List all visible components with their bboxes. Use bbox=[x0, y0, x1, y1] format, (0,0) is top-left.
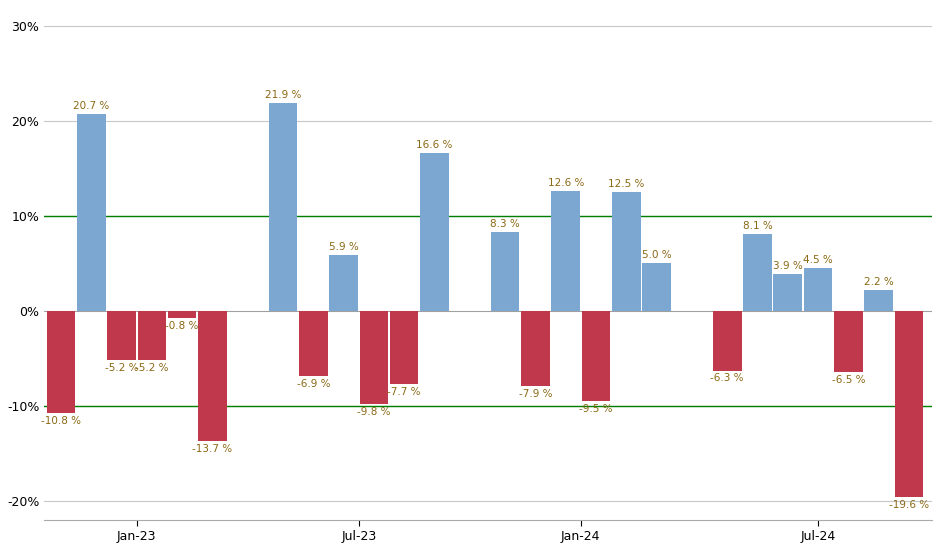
Bar bbox=[521, 311, 550, 386]
Bar bbox=[198, 311, 227, 441]
Text: -6.9 %: -6.9 % bbox=[297, 379, 330, 389]
Bar bbox=[420, 153, 448, 311]
Text: 8.3 %: 8.3 % bbox=[491, 219, 520, 229]
Bar bbox=[552, 191, 580, 311]
Text: 8.1 %: 8.1 % bbox=[743, 221, 773, 231]
Text: 20.7 %: 20.7 % bbox=[73, 101, 109, 112]
Bar bbox=[299, 311, 328, 376]
Text: 5.9 %: 5.9 % bbox=[329, 242, 358, 252]
Bar bbox=[390, 311, 418, 384]
Text: 12.6 %: 12.6 % bbox=[547, 178, 584, 188]
Text: -9.5 %: -9.5 % bbox=[579, 404, 613, 414]
Text: -19.6 %: -19.6 % bbox=[889, 500, 929, 510]
Bar bbox=[744, 234, 772, 311]
Text: -0.8 %: -0.8 % bbox=[165, 321, 199, 331]
Bar bbox=[582, 311, 610, 401]
Text: 16.6 %: 16.6 % bbox=[416, 140, 453, 150]
Text: -9.8 %: -9.8 % bbox=[357, 406, 391, 417]
Bar bbox=[168, 311, 196, 318]
Bar bbox=[269, 103, 297, 311]
Bar bbox=[360, 311, 388, 404]
Text: 3.9 %: 3.9 % bbox=[773, 261, 803, 271]
Bar bbox=[77, 114, 105, 311]
Bar bbox=[713, 311, 742, 371]
Bar bbox=[137, 311, 166, 360]
Bar bbox=[774, 274, 802, 311]
Text: -5.2 %: -5.2 % bbox=[135, 363, 168, 373]
Bar bbox=[864, 290, 893, 311]
Text: 4.5 %: 4.5 % bbox=[803, 255, 833, 265]
Bar bbox=[642, 263, 671, 311]
Text: -10.8 %: -10.8 % bbox=[41, 416, 81, 426]
Bar bbox=[491, 232, 520, 311]
Text: -13.7 %: -13.7 % bbox=[193, 444, 232, 454]
Bar bbox=[329, 255, 358, 311]
Text: -5.2 %: -5.2 % bbox=[105, 363, 138, 373]
Bar bbox=[47, 311, 75, 413]
Text: -7.9 %: -7.9 % bbox=[519, 389, 552, 399]
Bar bbox=[834, 311, 863, 372]
Bar bbox=[612, 192, 640, 311]
Text: 2.2 %: 2.2 % bbox=[864, 277, 894, 287]
Text: -6.3 %: -6.3 % bbox=[711, 373, 744, 383]
Bar bbox=[107, 311, 136, 360]
Text: 12.5 %: 12.5 % bbox=[608, 179, 645, 189]
Text: 5.0 %: 5.0 % bbox=[642, 250, 671, 261]
Bar bbox=[804, 268, 832, 311]
Bar bbox=[895, 311, 923, 497]
Text: 21.9 %: 21.9 % bbox=[265, 90, 301, 100]
Text: -7.7 %: -7.7 % bbox=[387, 387, 421, 397]
Text: -6.5 %: -6.5 % bbox=[832, 375, 865, 386]
